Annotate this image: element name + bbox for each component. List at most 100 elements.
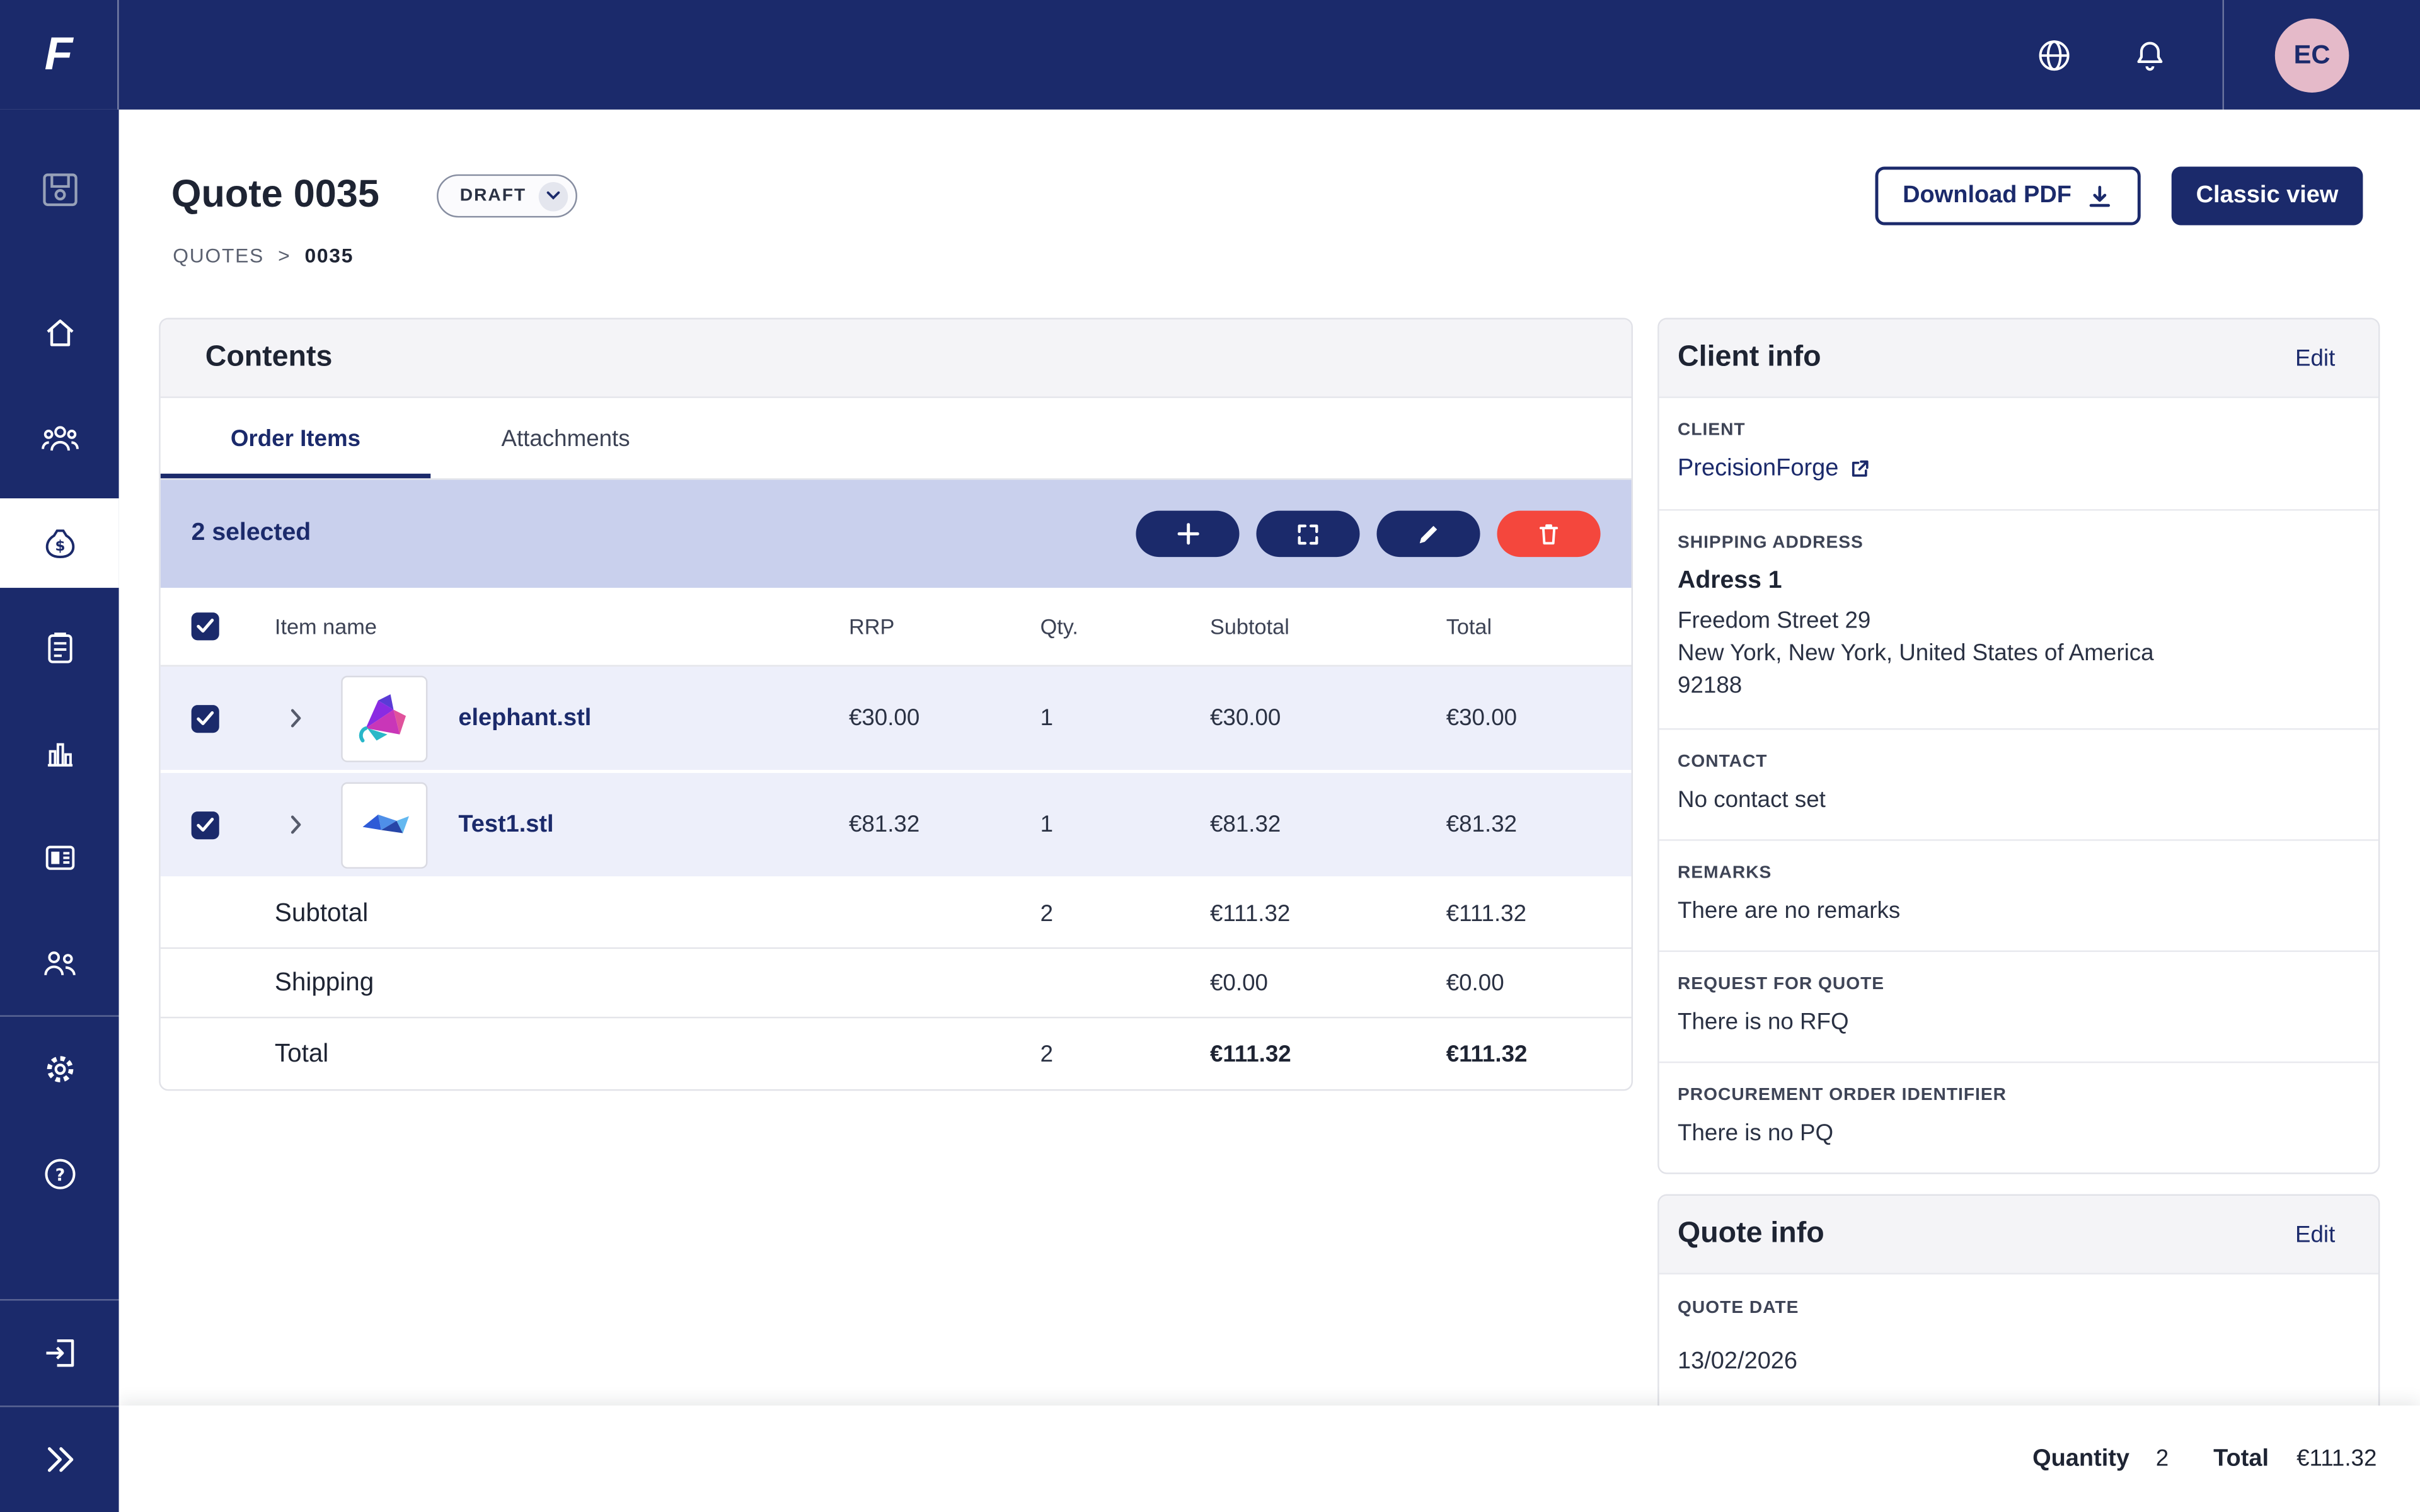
- status-badge: DRAFT: [459, 186, 527, 205]
- sidebar-item-customers[interactable]: [0, 386, 119, 491]
- table-row: Test1.stl €81.32 1 €81.32 €81.32: [160, 772, 1632, 879]
- breadcrumb-quotes-link[interactable]: QUOTES: [173, 243, 265, 267]
- analytics-icon: [41, 735, 78, 772]
- rfq-label: REQUEST FOR QUOTE: [1678, 975, 1885, 994]
- language-globe-button[interactable]: [2020, 21, 2089, 89]
- summary-shipping-subtotal: €0.00: [1210, 970, 1268, 996]
- fullscreen-button[interactable]: [1256, 510, 1360, 558]
- sidebar-item-logout[interactable]: [0, 1300, 119, 1406]
- sidebar-item-documents[interactable]: [0, 595, 119, 701]
- col-header-qty: Qty.: [1040, 614, 1078, 639]
- globe-icon: [2036, 37, 2073, 74]
- item-rrp: €81.32: [848, 811, 920, 838]
- download-icon: [2087, 183, 2113, 209]
- breadcrumb-separator: >: [278, 243, 291, 267]
- app-logo[interactable]: F: [0, 0, 119, 110]
- summary-shipping-total: €0.00: [1446, 970, 1504, 996]
- check-icon: [196, 619, 214, 634]
- footer-quantity-label: Quantity: [2032, 1445, 2130, 1472]
- col-header-item-name: Item name: [274, 614, 377, 639]
- address-line-1: Freedom Street 29: [1678, 607, 1871, 634]
- po-value: There is no PQ: [1678, 1120, 1834, 1147]
- remarks-section: REMARKS There are no remarks: [1659, 841, 2378, 953]
- edit-items-button[interactable]: [1376, 510, 1480, 558]
- item-total: €81.32: [1446, 811, 1518, 838]
- item-subtotal: €30.00: [1210, 705, 1281, 731]
- sidebar-item-orders[interactable]: [0, 805, 119, 910]
- status-badge-dropdown[interactable]: DRAFT: [437, 174, 577, 218]
- item-name-link[interactable]: elephant.stl: [458, 704, 592, 731]
- sidebar-item-analytics[interactable]: [0, 701, 119, 806]
- po-section: PROCUREMENT ORDER IDENTIFIER There is no…: [1659, 1063, 2378, 1172]
- add-item-button[interactable]: [1136, 510, 1240, 558]
- row-checkbox[interactable]: [191, 810, 219, 839]
- quote-info-edit-link[interactable]: Edit: [2295, 1221, 2336, 1248]
- bell-icon: [2131, 37, 2169, 74]
- row-checkbox[interactable]: [191, 704, 219, 733]
- client-name-link[interactable]: PrecisionForge: [1678, 455, 1871, 483]
- sidebar: $: [0, 109, 119, 1512]
- table-header-row: Item name RRP Qty. Subtotal Total: [160, 588, 1632, 667]
- expand-row-chevron[interactable]: [265, 708, 327, 728]
- selection-bar: 2 selected: [160, 479, 1632, 588]
- user-avatar[interactable]: EC: [2274, 18, 2349, 92]
- sidebar-item-settings[interactable]: [0, 1017, 119, 1122]
- sidebar-divider: [0, 1015, 119, 1017]
- item-rrp: €30.00: [848, 705, 920, 731]
- col-header-subtotal: Subtotal: [1210, 614, 1289, 639]
- notifications-button[interactable]: [2116, 21, 2184, 89]
- contents-card-header: Contents: [160, 319, 1632, 398]
- sidebar-divider: [0, 1406, 119, 1407]
- item-thumbnail[interactable]: [341, 781, 428, 868]
- logout-icon: [41, 1334, 78, 1372]
- classic-view-button[interactable]: Classic view: [2171, 166, 2363, 226]
- right-column: Client info Edit CLIENT PrecisionForge: [1657, 318, 2380, 1444]
- sidebar-item-team[interactable]: [0, 910, 119, 1016]
- expand-row-chevron[interactable]: [265, 815, 327, 835]
- select-all-checkbox[interactable]: [191, 612, 219, 641]
- quote-date-label: QUOTE DATE: [1678, 1299, 1799, 1318]
- home-icon: [41, 315, 78, 352]
- summary-total-qty: 2: [1040, 1040, 1054, 1067]
- check-icon: [196, 816, 214, 832]
- delete-items-button[interactable]: [1497, 510, 1601, 558]
- money-bag-icon: $: [41, 525, 78, 562]
- footer-total-label: Total: [2213, 1445, 2269, 1472]
- client-info-edit-link[interactable]: Edit: [2295, 345, 2336, 371]
- classic-view-label: Classic view: [2196, 181, 2339, 209]
- sidebar-item-quotes[interactable]: $: [0, 498, 119, 588]
- tab-attachments[interactable]: Attachments: [430, 398, 701, 478]
- item-thumbnail[interactable]: [341, 675, 428, 762]
- quote-date-section: QUOTE DATE 13/02/2026: [1659, 1274, 2378, 1423]
- summary-total-label: Total: [274, 1039, 329, 1067]
- summary-total-row: Total 2 €111.32 €111.32: [161, 1018, 1632, 1089]
- shipping-address-label: SHIPPING ADDRESS: [1678, 534, 1864, 553]
- card-list-icon: [41, 839, 78, 876]
- pencil-icon: [1417, 522, 1440, 546]
- address-name: Adress 1: [1678, 568, 1782, 594]
- contact-section: CONTACT No contact set: [1659, 730, 2378, 841]
- tab-order-items-label: Order Items: [230, 425, 361, 452]
- client-name: PrecisionForge: [1678, 455, 1839, 482]
- footer-total-value: €111.32: [2296, 1445, 2377, 1472]
- caret-down-icon: [538, 181, 568, 211]
- contents-title: Contents: [205, 341, 333, 374]
- topbar-divider: [2222, 0, 2224, 110]
- download-pdf-button[interactable]: Download PDF: [1875, 166, 2141, 226]
- client-section: CLIENT PrecisionForge: [1659, 398, 2378, 511]
- sidebar-item-home[interactable]: [0, 281, 119, 386]
- tab-attachments-label: Attachments: [501, 425, 630, 452]
- tab-order-items[interactable]: Order Items: [160, 398, 431, 479]
- quote-info-card: Quote info Edit QUOTE DATE 13/02/2026: [1657, 1194, 2380, 1424]
- svg-text:?: ?: [54, 1166, 64, 1185]
- sidebar-item-help[interactable]: ?: [0, 1121, 119, 1227]
- sidebar-expand-button[interactable]: [0, 1407, 119, 1512]
- item-qty: 1: [1040, 705, 1054, 731]
- item-name-link[interactable]: Test1.stl: [458, 810, 554, 837]
- address-line-2: New York, New York, United States of Ame…: [1678, 640, 2154, 667]
- footer-quantity-value: 2: [2155, 1445, 2169, 1472]
- printer-logo-icon: [38, 168, 81, 212]
- item-qty: 1: [1040, 811, 1054, 838]
- sidebar-item-printer[interactable]: [0, 144, 119, 236]
